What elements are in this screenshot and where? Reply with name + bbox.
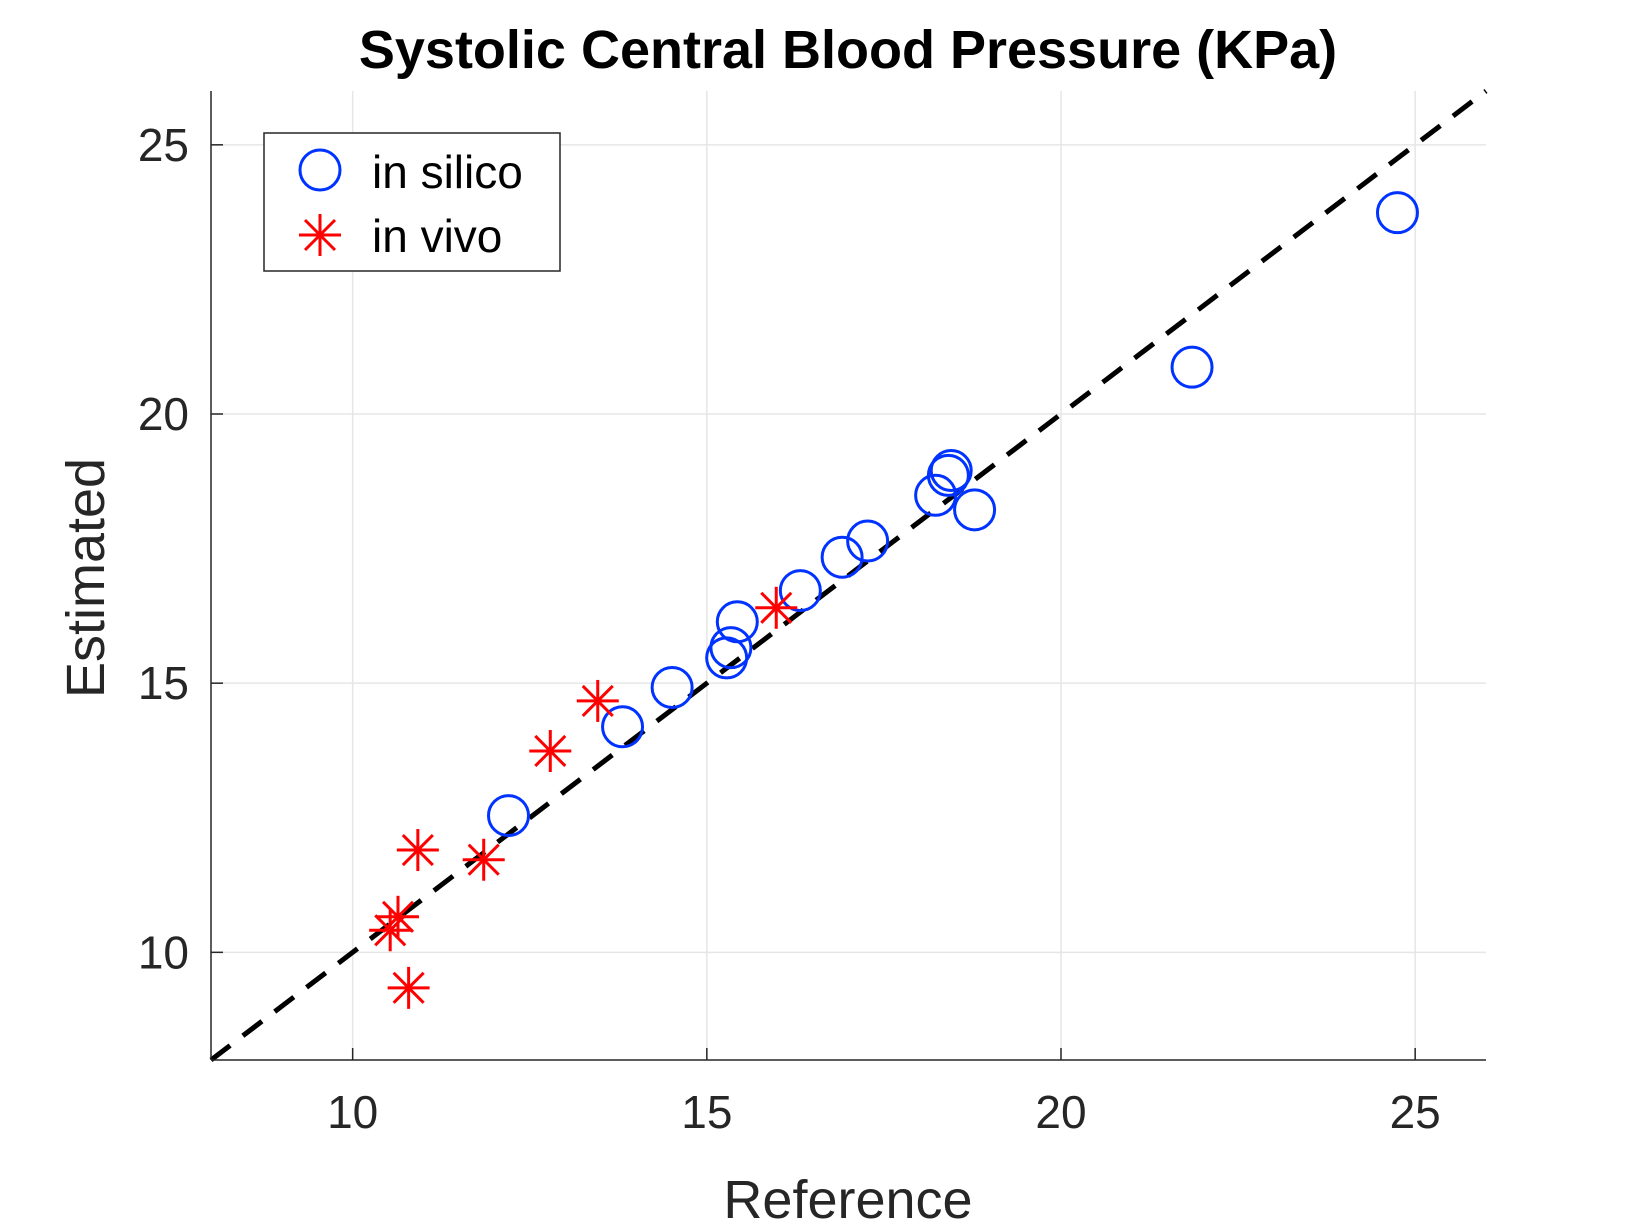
in-vivo-point xyxy=(755,586,798,629)
in-vivo-point xyxy=(396,829,439,872)
in-silico-point xyxy=(846,519,890,563)
y-tick-label: 20 xyxy=(138,388,189,440)
in-silico-point xyxy=(487,794,530,838)
asterisk-icon xyxy=(299,214,341,256)
tick-labels: 10 15 20 25 10 15 20 25 xyxy=(138,119,1441,1138)
in-silico-point xyxy=(778,569,822,613)
in-silico-point xyxy=(929,449,973,493)
y-tick-label: 25 xyxy=(138,119,189,171)
y-axis-label: Estimated xyxy=(56,458,116,698)
legend: in silico in vivo xyxy=(263,132,561,272)
chart-title: Systolic Central Blood Pressure (KPa) xyxy=(359,20,1337,80)
in-silico-point xyxy=(926,453,970,497)
data-points xyxy=(369,191,1419,1009)
y-tick-label: 15 xyxy=(138,657,189,709)
in-silico-point xyxy=(953,488,997,532)
grid xyxy=(211,91,1486,1060)
in-silico-point xyxy=(1170,345,1214,389)
legend-label-in-silico: in silico xyxy=(372,146,523,198)
in-silico-point xyxy=(715,600,759,644)
x-tick-label: 25 xyxy=(1390,1086,1441,1138)
legend-marker-in-vivo xyxy=(299,214,341,256)
in-silico-point xyxy=(650,665,694,709)
x-tick-label: 15 xyxy=(681,1086,732,1138)
legend-marker-in-silico xyxy=(298,148,342,192)
in-silico-point xyxy=(601,705,645,749)
in-silico-point xyxy=(820,535,864,579)
in-vivo-point xyxy=(462,838,505,881)
in-vivo-point xyxy=(377,895,419,938)
y-tick-label: 10 xyxy=(138,926,189,978)
in-silico-point xyxy=(1375,191,1419,235)
x-tick-label: 10 xyxy=(327,1086,378,1138)
legend-label-in-vivo: in vivo xyxy=(372,210,502,262)
in-vivo-point xyxy=(529,729,572,772)
axes xyxy=(210,91,1486,1061)
in-vivo-point xyxy=(576,679,619,722)
x-tick-label: 20 xyxy=(1035,1086,1086,1138)
x-axis-label: Reference xyxy=(723,1170,972,1227)
circle-icon xyxy=(298,148,342,192)
in-vivo-point xyxy=(387,966,430,1009)
in-silico-point xyxy=(709,626,753,670)
